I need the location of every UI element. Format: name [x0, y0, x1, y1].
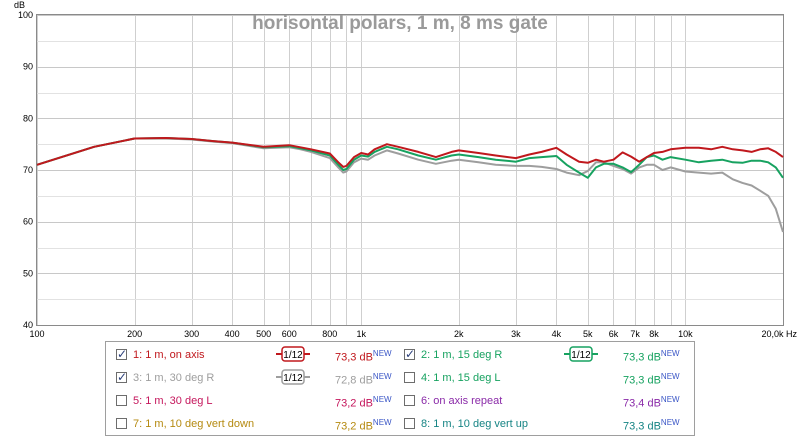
legend-item[interactable]: 7: 1 m, 10 deg vert down 73,2 dBNEW [116, 413, 396, 436]
y-tick-label: 100 [18, 10, 33, 20]
legend-checkbox[interactable] [116, 418, 127, 429]
legend-checkbox[interactable] [116, 395, 127, 406]
y-axis-ticks: 40 50 60 70 80 90 100 [18, 10, 33, 330]
legend-item[interactable]: 2: 1 m, 15 deg R 1/12 73,3 dBNEW [404, 344, 684, 367]
legend-label: 5: 1 m, 30 deg L [133, 395, 213, 407]
legend-label: 3: 1 m, 30 deg R [133, 372, 215, 384]
legend-item[interactable]: 8: 1 m, 10 deg vert up 73,3 dBNEW [404, 413, 684, 436]
y-axis-label: dB [14, 0, 25, 10]
series-line-1 [36, 137, 784, 168]
y-tick-label: 70 [23, 165, 33, 175]
legend-item[interactable]: 1: 1 m, on axis 1/12 73,3 dBNEW [116, 344, 396, 367]
new-badge: NEW [660, 395, 680, 404]
x-tick-label: 4k [552, 329, 562, 339]
x-tick-label: 200 [127, 329, 142, 339]
legend-checkbox[interactable] [404, 395, 415, 406]
new-badge: NEW [660, 349, 680, 358]
legend-value: 73,2 dBNEW [335, 418, 392, 433]
legend-item[interactable]: 5: 1 m, 30 deg L 73,2 dBNEW [116, 390, 396, 413]
legend-checkbox[interactable] [116, 347, 127, 361]
new-badge: NEW [372, 418, 392, 427]
x-tick-label: 7k [630, 329, 640, 339]
x-tick-label: 300 [184, 329, 199, 339]
legend-checkbox[interactable] [404, 418, 415, 429]
legend-item[interactable]: 4: 1 m, 15 deg L 73,3 dBNEW [404, 367, 684, 390]
smoothing-badge[interactable]: 1/12 [564, 345, 598, 363]
x-tick-label: 6k [609, 329, 619, 339]
new-badge: NEW [660, 372, 680, 381]
x-axis-ticks: 100 200 300 400 500 600 800 1k 2k 3k 4k 5k 6k 7k 8k 10k… [29, 329, 797, 339]
x-tick-label: 3k [511, 329, 521, 339]
x-tick-label: 8k [649, 329, 659, 339]
legend-value: 73,3 dBNEW [623, 418, 680, 433]
x-tick-label: 100 [29, 329, 44, 339]
x-tick-label: 20,0k Hz [761, 329, 797, 339]
legend-item[interactable]: 6: on axis repeat 73,4 dBNEW [404, 390, 684, 413]
x-tick-label: 500 [256, 329, 271, 339]
y-tick-label: 90 [23, 62, 33, 72]
legend-label: 2: 1 m, 15 deg R [421, 349, 503, 361]
smoothing-badge[interactable]: 1/12 [276, 345, 310, 363]
svg-text:1/12: 1/12 [571, 350, 591, 361]
legend-label: 7: 1 m, 10 deg vert down [133, 418, 255, 430]
legend-value: 73,3 dBNEW [623, 349, 680, 364]
legend-value: 73,3 dBNEW [335, 349, 392, 364]
y-tick-label: 40 [23, 320, 33, 330]
new-badge: NEW [372, 372, 392, 381]
x-tick-label: 400 [225, 329, 240, 339]
legend-label: 8: 1 m, 10 deg vert up [421, 418, 529, 430]
frequency-response-chart: dB 40 50 60 70 80 90 100 100 200 300 400 500 600 800… [14, 0, 797, 339]
x-tick-label: 600 [282, 329, 297, 339]
x-tick-label: 10k [678, 329, 693, 339]
new-badge: NEW [372, 349, 392, 358]
y-tick-label: 80 [23, 113, 33, 123]
x-tick-label: 2k [454, 329, 464, 339]
plot-frame [36, 14, 784, 326]
y-tick-label: 50 [23, 268, 33, 278]
svg-text:1/12: 1/12 [283, 350, 303, 361]
legend-value: 73,4 dBNEW [623, 395, 680, 410]
legend-item[interactable]: 3: 1 m, 30 deg R 1/12 72,8 dBNEW [116, 367, 396, 390]
series-lines [36, 137, 784, 233]
legend-label: 6: on axis repeat [421, 395, 503, 407]
y-tick-label: 60 [23, 217, 33, 227]
new-badge: NEW [372, 395, 392, 404]
legend-label: 1: 1 m, on axis [133, 349, 205, 361]
x-tick-label: 1k [356, 329, 366, 339]
legend-checkbox[interactable] [404, 372, 415, 383]
legend-checkbox[interactable] [404, 347, 415, 361]
legend-checkbox[interactable] [116, 370, 127, 384]
legend-value: 73,3 dBNEW [623, 372, 680, 387]
smoothing-badge[interactable]: 1/12 [276, 368, 310, 386]
legend-row: 3: 1 m, 30 deg R 1/12 72,8 dBNEW 4: 1 m, 15… [106, 367, 694, 390]
svg-text:1/12: 1/12 [283, 373, 303, 384]
new-badge: NEW [660, 418, 680, 427]
legend-row: 5: 1 m, 30 deg L 73,2 dBNEW 6: on axis rep… [106, 390, 694, 413]
x-tick-label: 800 [322, 329, 337, 339]
legend-label: 4: 1 m, 15 deg L [421, 372, 501, 384]
legend-value: 72,8 dBNEW [335, 372, 392, 387]
x-tick-label: 5k [583, 329, 593, 339]
grid [37, 15, 784, 326]
legend-row: 7: 1 m, 10 deg vert down 73,2 dBNEW 8: 1 m… [106, 413, 694, 436]
legend-value: 73,2 dBNEW [335, 395, 392, 410]
chart-title: horisontal polars, 1 m, 8 ms gate [252, 13, 548, 34]
